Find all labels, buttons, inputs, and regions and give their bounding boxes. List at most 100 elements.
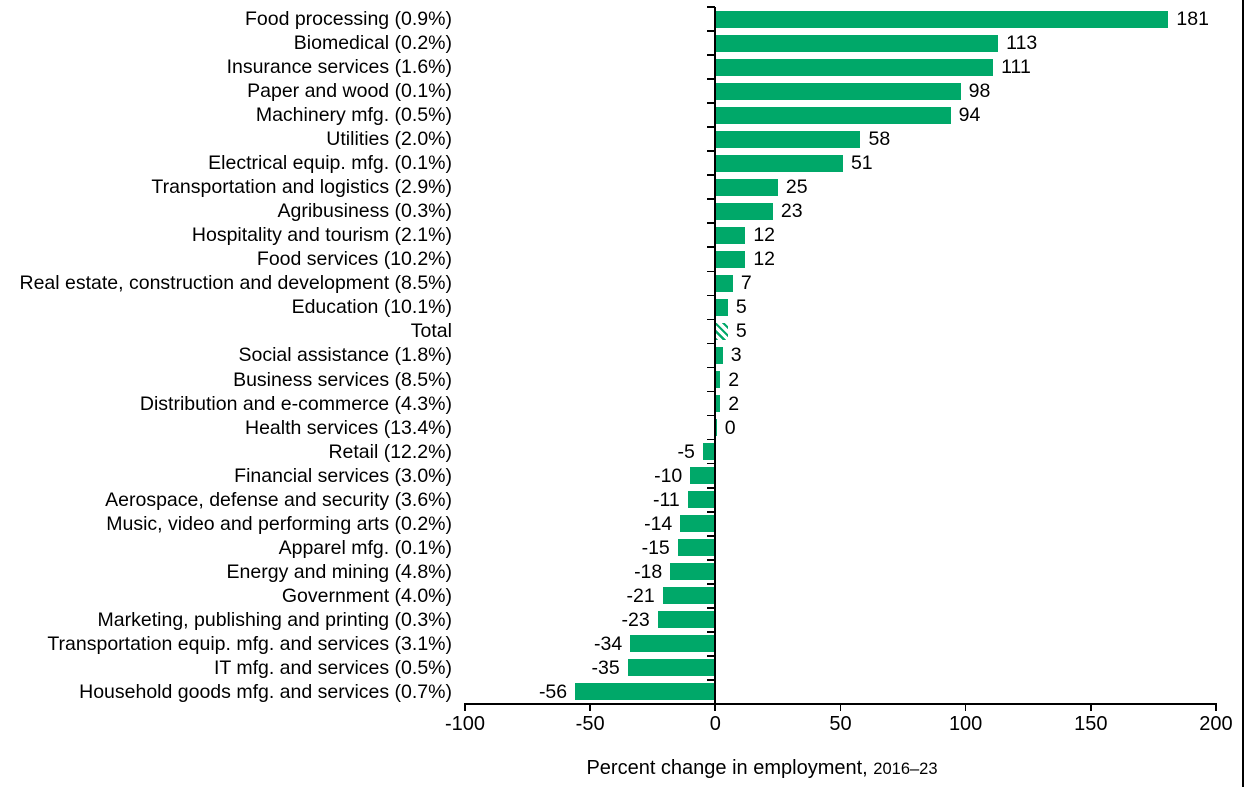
y-axis-tick [707, 558, 715, 561]
x-axis-tick-label: -100 [444, 713, 485, 735]
y-axis-tick [707, 78, 715, 80]
x-axis-tick-label: 100 [948, 713, 983, 735]
x-axis-tick-label: 50 [829, 713, 852, 735]
category-label: Machinery mfg. (0.5%) [255, 104, 452, 127]
y-axis-tick [707, 222, 715, 225]
figure-right-border [1242, 0, 1244, 787]
value-label: 25 [785, 176, 808, 199]
y-axis-tick [707, 150, 715, 153]
value-label: -56 [538, 680, 568, 703]
bar [575, 683, 716, 701]
x-axis-tick [839, 704, 842, 711]
category-label: Food services (10.2%) [256, 248, 452, 271]
category-label: Social assistance (1.8%) [238, 344, 452, 367]
bar [715, 130, 861, 148]
category-label: Education (10.1%) [291, 296, 452, 319]
y-axis-tick [707, 54, 715, 56]
y-axis-tick [707, 486, 715, 489]
x-axis-tick [589, 704, 591, 711]
y-axis-tick [707, 462, 715, 465]
y-axis-tick [707, 631, 715, 633]
value-label: -21 [626, 584, 655, 607]
category-label: Agribusiness (0.3%) [277, 200, 453, 223]
bar [715, 202, 773, 220]
y-axis-tick [707, 318, 715, 321]
y-axis-tick [707, 246, 715, 249]
category-label: Food processing (0.9%) [244, 8, 452, 30]
category-label: Music, video and performing arts (0.2%) [106, 512, 452, 535]
value-label: -34 [594, 632, 623, 655]
value-label: 111 [1001, 56, 1031, 79]
bar [715, 34, 999, 52]
value-label: -35 [591, 656, 620, 679]
value-label: 23 [780, 200, 803, 223]
value-label: 12 [753, 224, 776, 247]
bar [715, 82, 961, 100]
value-label: 181 [1176, 8, 1209, 30]
bar [690, 467, 716, 485]
bar [715, 154, 843, 172]
x-axis-tick [964, 704, 967, 711]
category-label: Marketing, publishing and printing (0.3%… [97, 608, 452, 631]
bar [662, 587, 716, 605]
y-axis-tick [707, 294, 715, 297]
bar [715, 395, 721, 413]
value-label: 5 [735, 296, 747, 319]
x-axis-tick-label: -50 [575, 713, 605, 735]
bar [715, 10, 1169, 28]
x-axis-line [464, 702, 1217, 705]
category-label: Insurance services (1.6%) [226, 56, 452, 79]
x-axis-tick-label: 150 [1074, 713, 1108, 735]
x-axis-tick [714, 704, 717, 711]
bar [702, 443, 716, 461]
bar [715, 106, 951, 124]
x-axis-title: Percent change in employment, 2016–23 [586, 756, 937, 781]
y-axis-tick [707, 438, 715, 441]
value-label: -5 [677, 440, 695, 463]
category-label: IT mfg. and services (0.5%) [213, 656, 452, 679]
y-axis-tick [707, 366, 715, 369]
value-label: 3 [730, 344, 742, 367]
bar [657, 611, 716, 629]
value-label: -14 [644, 512, 673, 535]
category-label: Financial services (3.0%) [234, 464, 452, 487]
bar [627, 659, 716, 677]
category-label: Total [410, 320, 452, 343]
bar [715, 274, 733, 292]
category-label: Household goods mfg. and services (0.7%) [79, 680, 452, 703]
value-label: 2 [728, 392, 740, 415]
x-axis-tick [1089, 704, 1092, 711]
bar [630, 635, 716, 653]
y-axis-tick [707, 6, 715, 8]
y-axis-tick [707, 126, 715, 128]
category-label: Retail (12.2%) [328, 440, 452, 463]
category-label: Distribution and e-commerce (4.3%) [139, 392, 452, 415]
y-axis-tick [707, 655, 715, 657]
category-label: Energy and mining (4.8%) [226, 560, 452, 583]
category-label: Electrical equip. mfg. (0.1%) [208, 152, 452, 175]
category-label: Government (4.0%) [281, 584, 452, 607]
value-label: -23 [621, 608, 650, 631]
y-axis-tick [707, 582, 715, 585]
value-label: 7 [740, 272, 752, 295]
value-label: -10 [654, 464, 683, 487]
category-label: Hospitality and tourism (2.1%) [191, 224, 452, 247]
y-axis-tick [707, 534, 715, 537]
x-axis-tick [1215, 704, 1217, 711]
category-label: Transportation and logistics (2.9%) [151, 176, 452, 199]
y-axis-tick [707, 510, 715, 513]
y-axis-tick [707, 174, 715, 177]
bar [715, 371, 721, 389]
bar [715, 58, 994, 76]
value-label: 0 [724, 416, 736, 439]
bar [680, 515, 716, 533]
value-label: 51 [850, 152, 873, 175]
bar [715, 298, 728, 316]
y-axis-tick [707, 414, 715, 417]
x-axis-title-text: Percent change in employment, [586, 757, 868, 779]
y-axis-tick [707, 679, 715, 681]
x-axis-tick-label: 0 [709, 713, 721, 735]
bar [715, 419, 717, 437]
value-label: -18 [634, 560, 663, 583]
category-label: Utilities (2.0%) [326, 128, 452, 151]
